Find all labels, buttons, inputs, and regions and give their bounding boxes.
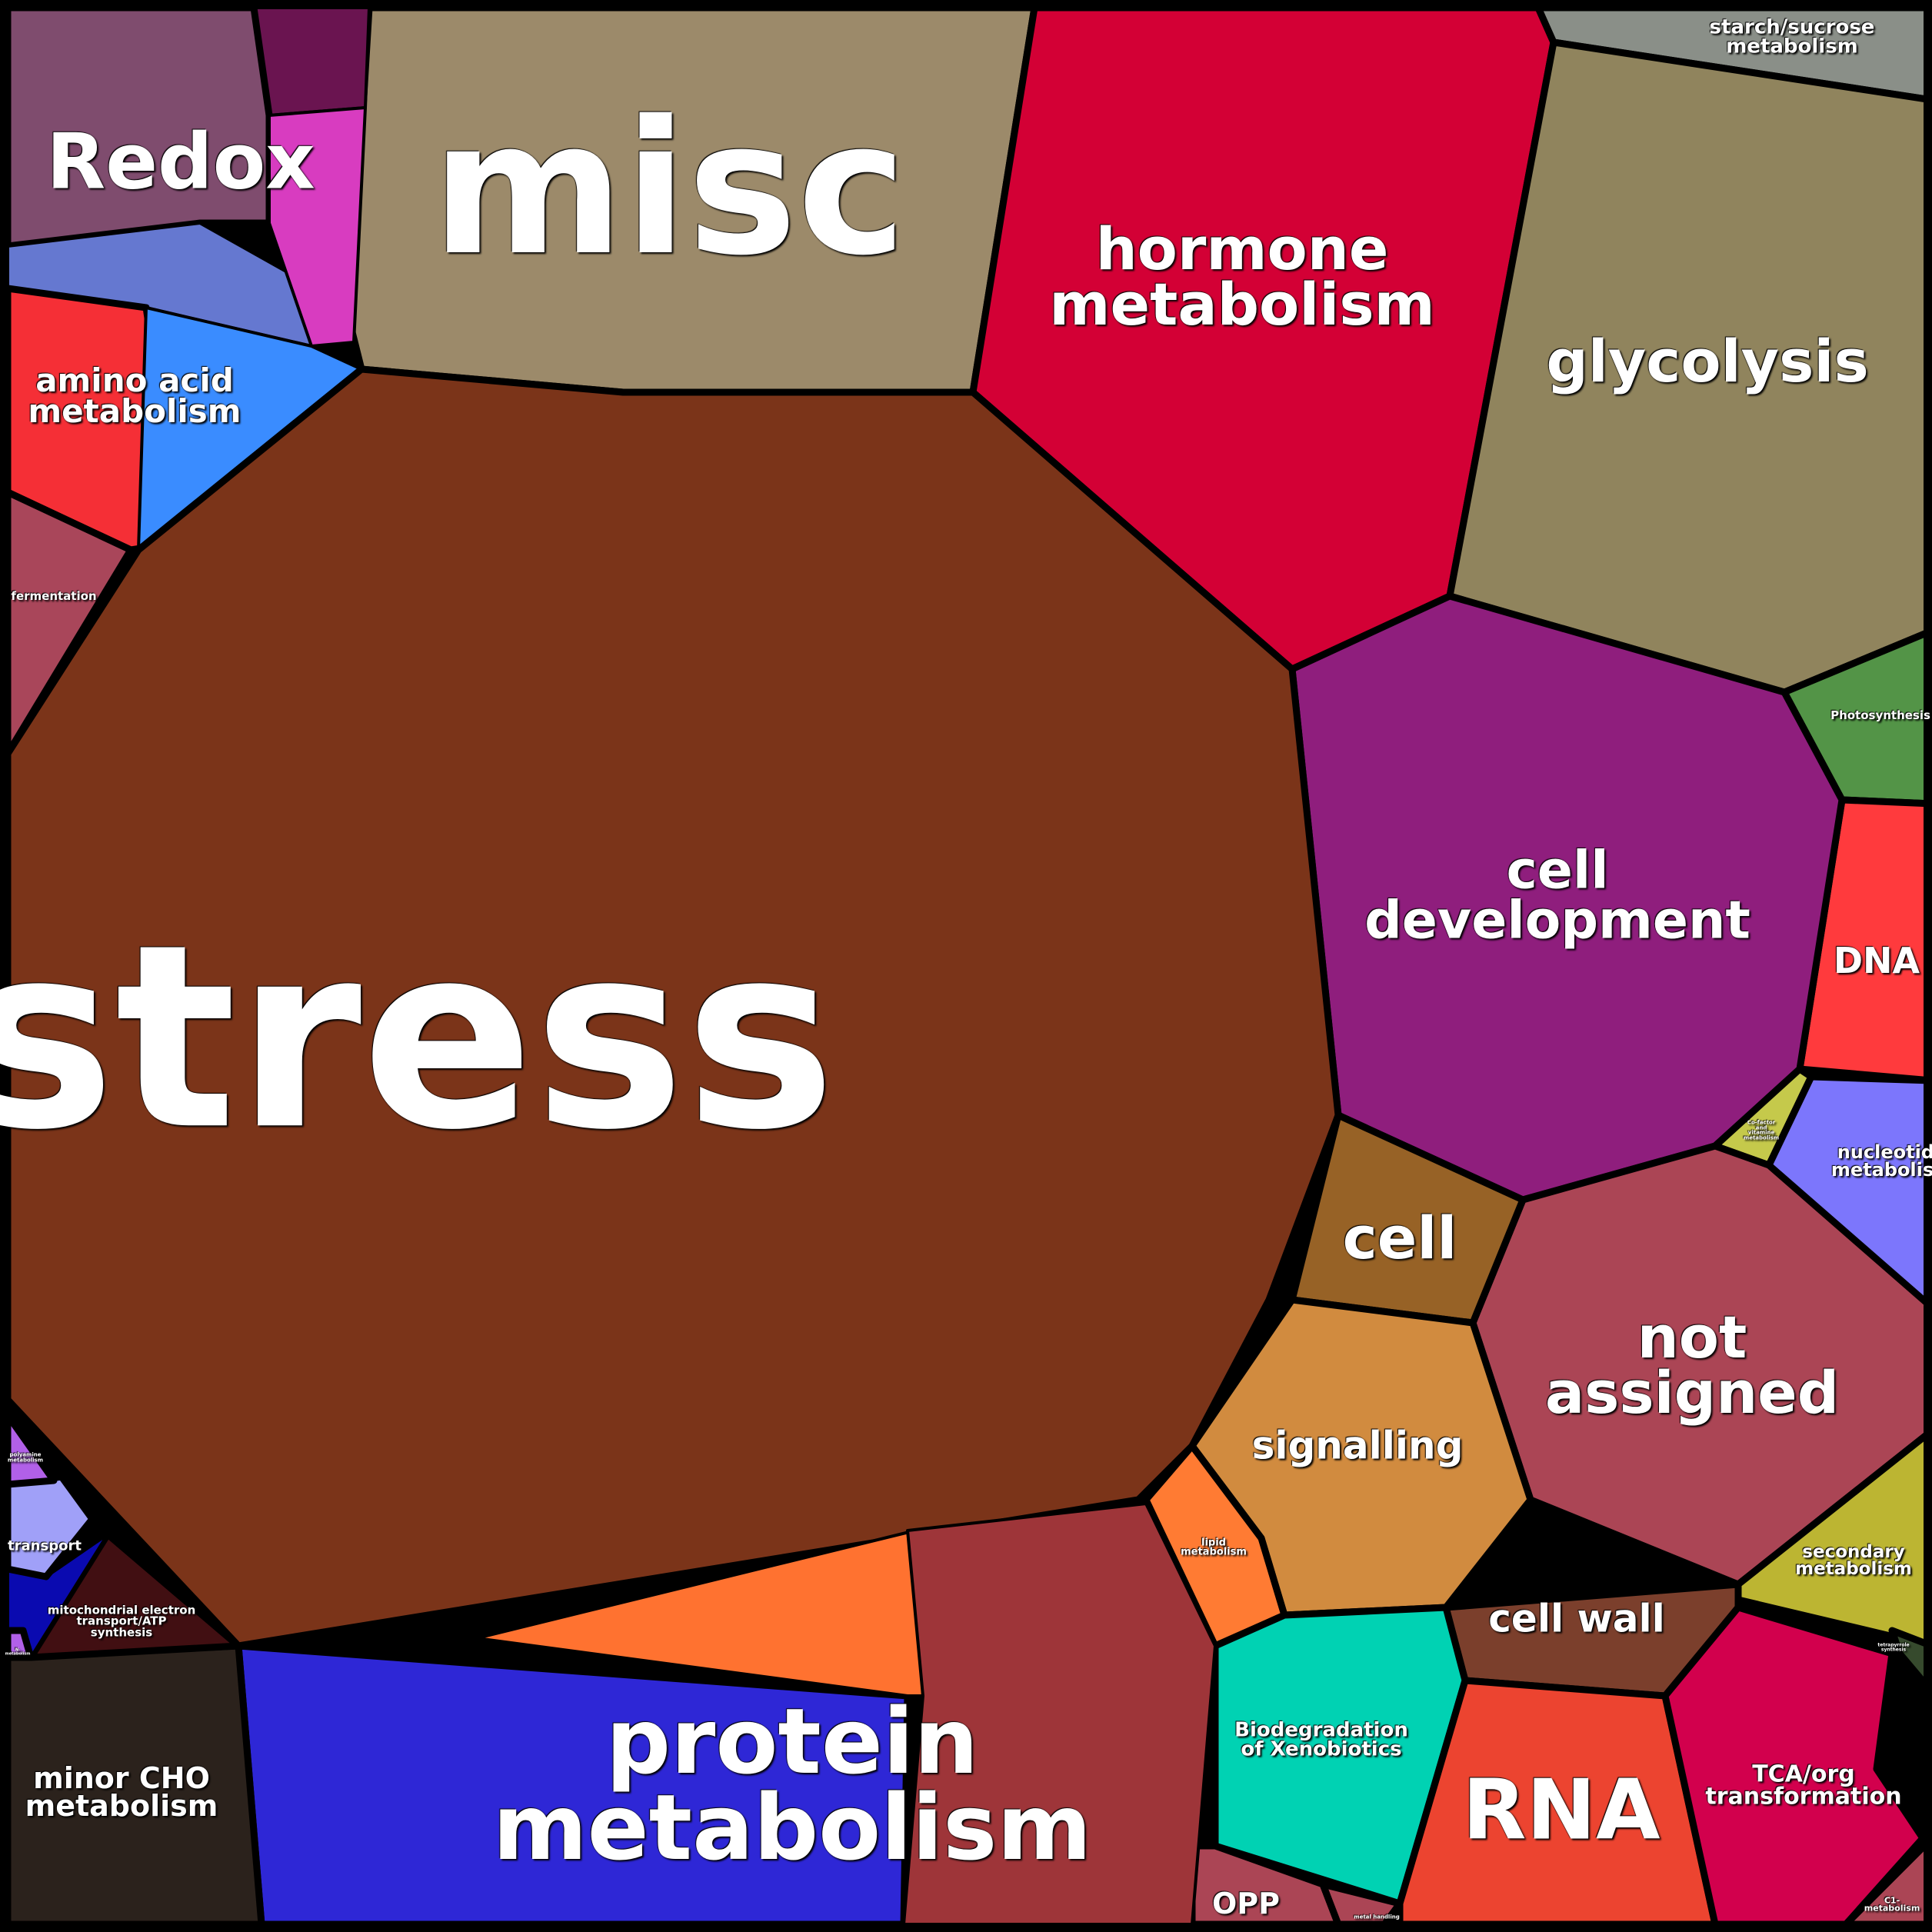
label-minorcho: minor CHO metabolism <box>25 1760 218 1823</box>
cell-tetrapyrrole <box>1888 1627 1932 1696</box>
label-starch: starch/sucrose metabolism <box>1709 15 1875 58</box>
label-stress: stress <box>0 890 836 1186</box>
label-amino: amino acid metabolism <box>28 361 242 430</box>
cell-redox-subcell <box>268 106 367 348</box>
label-hormone: hormone metabolism <box>1049 214 1435 338</box>
label-photosynthesis: Photosynthesis <box>1830 708 1930 722</box>
label-tetrapyrrole: tetrapyrrole synthesis <box>1877 1642 1910 1652</box>
label-notassigned: not assigned <box>1544 1302 1840 1427</box>
label-redox: Redox <box>46 116 315 207</box>
label-misc: misc <box>431 81 907 296</box>
label-polyamine: polyamine metabolism <box>7 1451 44 1463</box>
label-biodeg: Biodegradation of Xenobiotics <box>1234 1718 1408 1760</box>
label-protein: protein metabolism <box>492 1687 1092 1880</box>
label-glycolysis: glycolysis <box>1546 326 1869 395</box>
label-mito: mitochondrial electron transport/ATP syn… <box>47 1603 196 1640</box>
label-cell: cell <box>1342 1203 1457 1272</box>
label-lipid: lipid metabolism <box>1181 1537 1247 1558</box>
label-cofactor: Co-factor and vitamine metabolism <box>1743 1119 1780 1141</box>
label-c1: C1- metabolism <box>1864 1895 1920 1914</box>
label-rna: RNA <box>1462 1762 1661 1859</box>
label-nucleotide: nucleotide metabolism <box>1830 1141 1932 1181</box>
label-secondary: secondary metabolism <box>1795 1542 1912 1579</box>
label-signalling: signalling <box>1251 1423 1464 1468</box>
label-cellwall: cell wall <box>1488 1596 1665 1641</box>
label-transport: transport <box>8 1537 82 1554</box>
label-opp: OPP <box>1211 1886 1281 1920</box>
label-metal: metal handling <box>1354 1914 1400 1920</box>
label-celldev: cell development <box>1364 840 1750 951</box>
label-nmetab: N- metabolism <box>5 1647 31 1656</box>
label-fermentation: fermentation <box>11 588 97 603</box>
label-tca: TCA/org transformation <box>1705 1760 1902 1810</box>
label-dna: DNA <box>1833 940 1920 982</box>
